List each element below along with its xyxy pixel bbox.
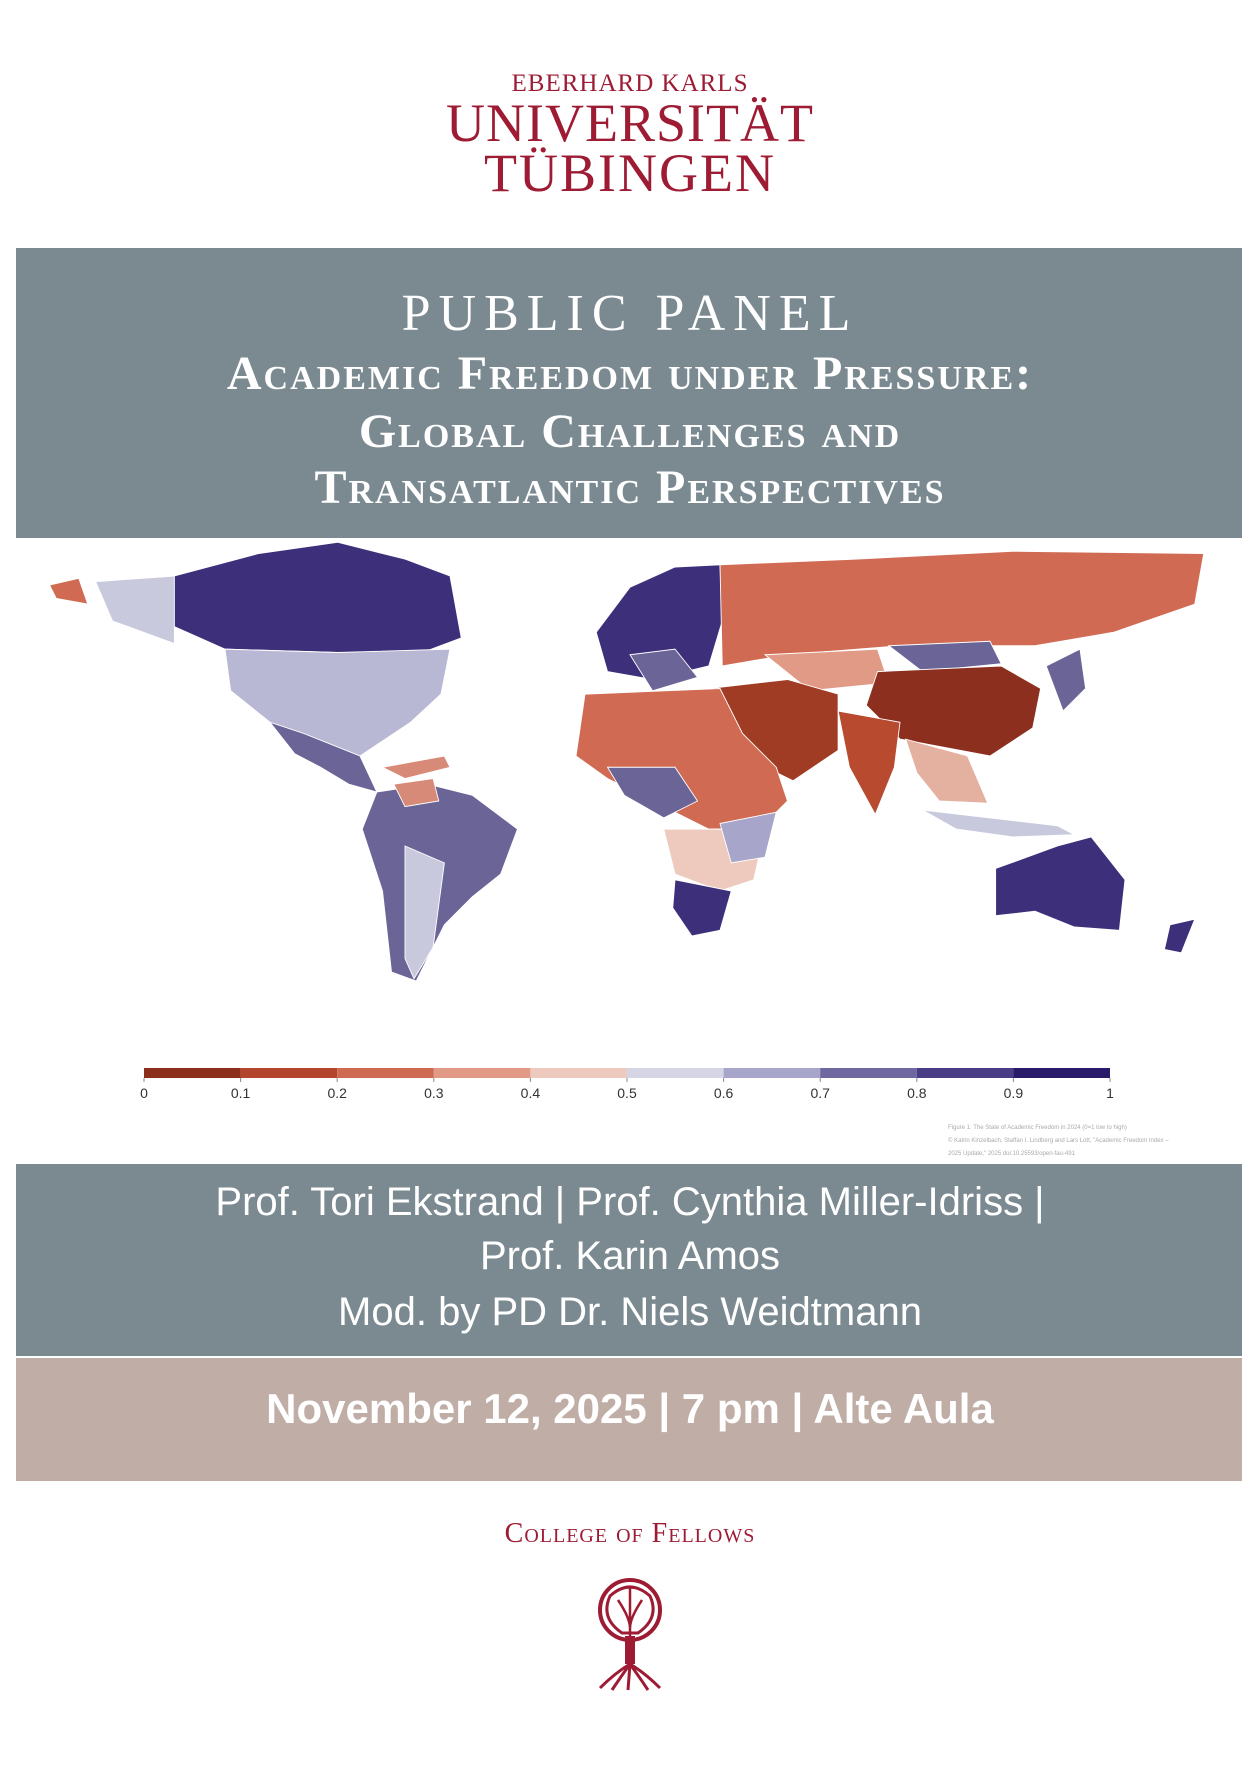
title-line: Academic Freedom under Pressure:	[226, 347, 1034, 400]
legend-swatch	[1013, 1068, 1110, 1078]
legend-tick-label: 0.3	[424, 1085, 444, 1101]
logo-line: TÜBINGEN	[484, 143, 776, 203]
country	[1163, 918, 1196, 954]
country	[224, 648, 451, 757]
logo-line: EBERHARD KARLS	[511, 70, 749, 97]
kicker: PUBLIC PANEL	[401, 285, 859, 342]
country	[268, 721, 378, 793]
country	[404, 845, 445, 980]
legend-swatch	[433, 1068, 531, 1078]
country	[719, 811, 777, 864]
caption: Figure 1: The State of Academic Freedom …	[948, 1122, 1169, 1161]
legend-tick-label: 0.6	[714, 1085, 734, 1101]
legend-swatch	[723, 1068, 821, 1078]
country	[94, 575, 175, 645]
legend-tick-label: 0.2	[327, 1085, 347, 1101]
legend-swatch	[530, 1068, 627, 1078]
tree-logo	[598, 1578, 662, 1691]
legend-tick-label: 1	[1106, 1085, 1114, 1101]
country	[904, 738, 989, 804]
legend-tick-label: 0.7	[810, 1085, 830, 1101]
world-map	[48, 541, 1205, 982]
legend-tick-label: 0.4	[521, 1085, 541, 1101]
country	[922, 809, 1077, 838]
legend-swatch	[240, 1068, 338, 1078]
event-box	[16, 1358, 1242, 1481]
country	[719, 550, 1205, 667]
country	[381, 755, 451, 779]
event-details: November 12, 2025 | 7 pm | Alte Aula	[266, 1385, 994, 1432]
legend-swatch	[627, 1068, 724, 1078]
caption-line: Figure 1: The State of Academic Freedom …	[948, 1125, 1127, 1131]
country	[606, 766, 699, 819]
speakers-box	[16, 1164, 1242, 1356]
logo-line: UNIVERSITÄT	[446, 93, 814, 153]
legend-tick-label: 0.9	[1004, 1085, 1024, 1101]
speaker-line: Prof. Karin Amos	[479, 1234, 781, 1278]
title-line: Transatlantic Perspectives	[314, 461, 946, 514]
country	[173, 541, 462, 656]
country	[837, 710, 901, 816]
legend: 0 0.1 0.2 0.3 0.4 0.5 0.6 0.7 0.8 0.9 1	[140, 1068, 1114, 1101]
legend-swatch	[337, 1068, 434, 1078]
speaker-line: Prof. Tori Ekstrand | Prof. Cynthia Mill…	[215, 1180, 1045, 1224]
footer-label: College of Fellows	[504, 1518, 756, 1549]
country	[672, 879, 732, 937]
map	[48, 541, 1205, 982]
legend-swatch	[916, 1068, 1014, 1078]
caption-line: © Katrin Kinzelbach, Staffan I. Lindberg…	[948, 1138, 1169, 1144]
caption-line: 2025 Update," 2025 doi:10.25593/open-fau…	[948, 1151, 1075, 1157]
title-line: Global Challenges and	[358, 405, 902, 458]
legend-tick-label: 0.8	[907, 1085, 927, 1101]
legend-tick-label: 0.5	[617, 1085, 637, 1101]
legend-swatch	[820, 1068, 917, 1078]
country	[393, 777, 440, 808]
country	[887, 640, 1002, 673]
country	[995, 836, 1126, 931]
title-box	[16, 248, 1242, 538]
legend-tick-label: 0	[140, 1085, 148, 1101]
country	[865, 665, 1042, 757]
speaker-line: Mod. by PD Dr. Niels Weidtmann	[338, 1290, 922, 1334]
legend-tick-label: 0.1	[231, 1085, 251, 1101]
country	[1045, 648, 1087, 712]
country	[629, 648, 699, 692]
country	[48, 577, 89, 605]
legend-swatch	[144, 1068, 241, 1078]
